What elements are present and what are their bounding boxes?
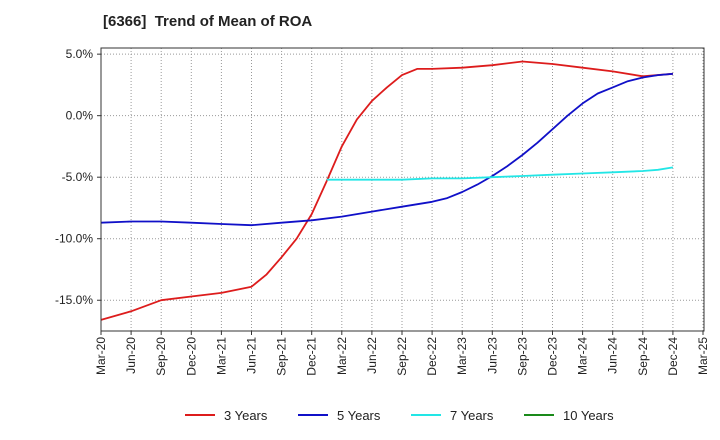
chart-title: [6366] Trend of Mean of ROA: [103, 13, 313, 30]
x-tick-label: Dec-20: [184, 337, 198, 376]
x-axis: Mar-20 Jun-20 Sep-20 Dec-20 Mar-21 Jun-21 Sep-…: [94, 331, 710, 376]
x-tick-label: Sep-20: [154, 337, 168, 376]
x-tick-label: Dec-23: [546, 337, 560, 376]
x-tick-label: Dec-22: [425, 337, 439, 376]
x-tick-label: Jun-24: [606, 337, 620, 374]
x-tick-label: Sep-23: [515, 337, 529, 376]
series-group: [100, 60, 674, 321]
series-line-5-years: [100, 72, 673, 227]
legend-label-5-years: 5 Years: [337, 408, 381, 423]
x-tick-label: Mar-25: [696, 337, 710, 375]
y-tick-label: -5.0%: [62, 170, 94, 184]
y-tick-label: -10.0%: [55, 232, 93, 246]
x-tick-label: Mar-21: [214, 337, 228, 375]
y-tick-label: 0.0%: [66, 109, 94, 123]
x-tick-label: Jun-21: [245, 337, 259, 374]
legend-label-7-years: 7 Years: [450, 408, 494, 423]
x-tick-label: Jun-22: [365, 337, 379, 374]
x-tick-label: Jun-23: [485, 337, 499, 374]
x-tick-label: Jun-20: [124, 337, 138, 374]
series-line-3-years: [100, 60, 673, 321]
y-tick-label: -15.0%: [55, 293, 93, 307]
x-tick-label: Mar-20: [94, 337, 108, 375]
x-tick-label: Sep-24: [636, 337, 650, 376]
x-tick-label: Mar-22: [335, 337, 349, 375]
y-tick-label: 5.0%: [66, 47, 94, 61]
x-tick-label: Sep-21: [275, 337, 289, 376]
x-tick-label: Sep-22: [395, 337, 409, 376]
legend-label-10-years: 10 Years: [563, 408, 614, 423]
x-tick-label: Dec-24: [666, 337, 680, 376]
y-axis: 5.0% 0.0% -5.0% -10.0% -15.0%: [55, 47, 101, 307]
legend-label-3-years: 3 Years: [224, 408, 268, 423]
x-tick-label: Mar-24: [576, 337, 590, 375]
series-line-7-years: [326, 166, 674, 181]
x-tick-label: Dec-21: [305, 337, 319, 376]
legend: 3 Years 5 Years 7 Years 10 Years: [185, 408, 614, 423]
x-tick-label: Mar-23: [455, 337, 469, 375]
grid: [101, 48, 704, 331]
